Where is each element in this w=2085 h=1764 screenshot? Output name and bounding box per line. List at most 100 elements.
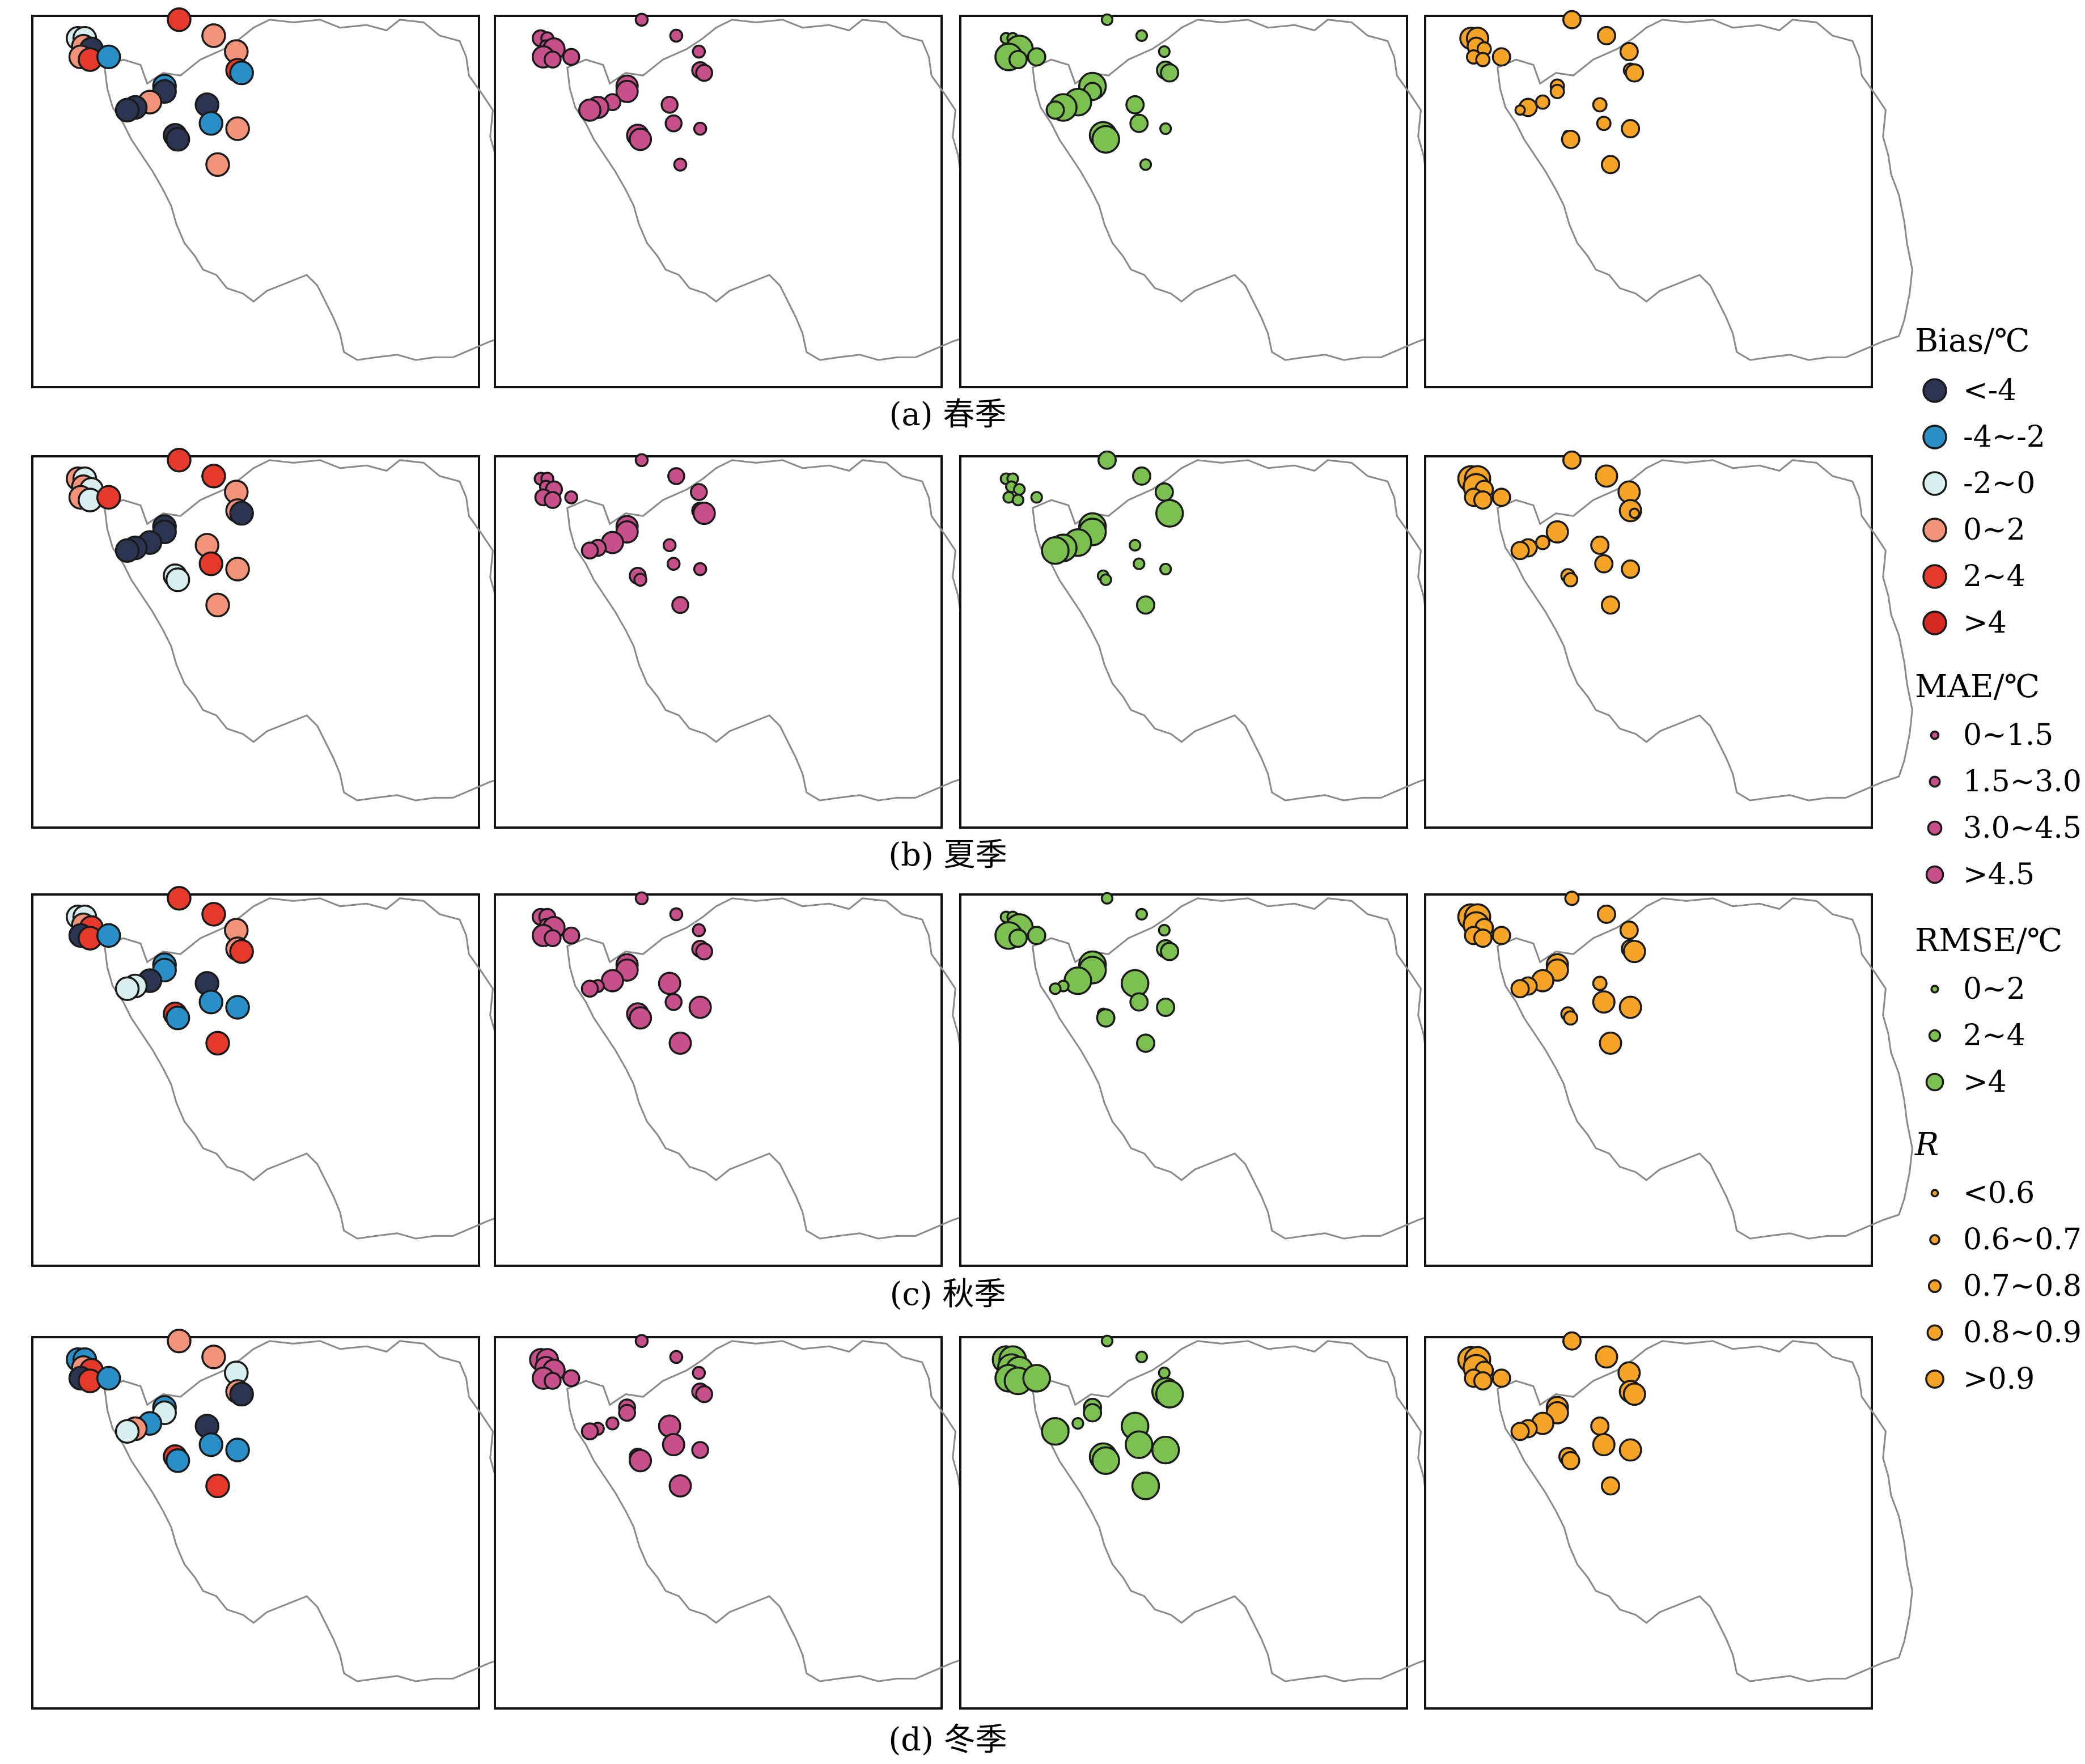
station-marker-mae xyxy=(662,538,677,553)
panel-frame xyxy=(1424,1336,1873,1710)
legend-swatch xyxy=(1922,425,1947,450)
station-marker-rmse xyxy=(1135,595,1155,615)
station-marker-rmse xyxy=(1135,1350,1149,1364)
station-marker-r xyxy=(1473,928,1493,948)
station-marker-mae xyxy=(673,158,688,172)
station-marker-r xyxy=(1594,554,1614,574)
station-marker-mae xyxy=(669,1350,684,1364)
station-marker-r xyxy=(1599,1031,1622,1055)
station-marker-r xyxy=(1590,1416,1610,1436)
station-marker-rmse xyxy=(1011,493,1024,507)
station-marker-mae xyxy=(634,1334,649,1349)
station-marker-r xyxy=(1510,541,1530,561)
legend-swatch xyxy=(1930,730,1940,740)
station-marker-mae xyxy=(669,28,684,43)
legend-title: RMSE/℃ xyxy=(1915,922,2062,959)
legend-swatch xyxy=(1927,820,1943,836)
station-marker-rmse xyxy=(1008,928,1028,948)
station-marker-r xyxy=(1592,1433,1616,1457)
station-marker-rmse xyxy=(1027,47,1046,67)
legend-label: 2~4 xyxy=(1963,559,2025,593)
station-marker-r xyxy=(1563,1010,1579,1026)
station-marker-rmse xyxy=(1099,573,1112,586)
station-marker-r xyxy=(1562,1331,1582,1351)
map-panel-2-mae xyxy=(494,891,983,1267)
station-marker-r xyxy=(1590,535,1610,555)
station-marker-bias xyxy=(115,97,140,122)
map-panel-2-r xyxy=(1424,891,1913,1267)
station-marker-rmse xyxy=(1013,483,1026,496)
station-marker-rmse xyxy=(1045,100,1065,120)
station-marker-rmse xyxy=(1155,1380,1184,1409)
station-marker-bias xyxy=(167,1329,192,1354)
station-marker-bias xyxy=(198,111,224,136)
station-marker-rmse xyxy=(1159,562,1172,576)
station-marker-rmse xyxy=(1129,538,1142,552)
station-marker-rmse xyxy=(1154,482,1174,502)
station-marker-bias xyxy=(205,152,230,177)
station-marker-r xyxy=(1600,155,1620,175)
station-marker-mae xyxy=(691,1441,709,1459)
legend: Bias/℃ <-4 -4~-2 -2~0 0~2 2~4 >4 MAE/℃ 0~1.5 1.5~… xyxy=(1914,323,2082,1396)
station-marker-mae xyxy=(692,1366,706,1380)
station-marker-bias xyxy=(229,939,254,964)
legend-label: 0~2 xyxy=(1963,513,2025,547)
station-marker-rmse xyxy=(1008,50,1028,70)
station-marker-rmse xyxy=(1129,113,1149,133)
station-marker-mae xyxy=(692,923,706,938)
station-marker-rmse xyxy=(1100,1334,1114,1347)
station-marker-r xyxy=(1595,1345,1618,1369)
station-marker-mae xyxy=(634,12,649,27)
station-marker-r xyxy=(1619,921,1639,940)
station-marker-r xyxy=(1562,10,1582,29)
map-panel-2-rmse xyxy=(959,892,1448,1267)
station-marker-rmse xyxy=(1135,908,1149,921)
station-marker-rmse xyxy=(1160,63,1180,83)
legend-label: >0.9 xyxy=(1963,1362,2035,1396)
station-marker-mae xyxy=(578,98,602,122)
station-marker-bias xyxy=(201,902,226,927)
station-marker-mae xyxy=(693,562,707,576)
map-panel-1-bias xyxy=(31,448,520,829)
caption-2: (c) 秋季 xyxy=(890,1276,1006,1313)
station-marker-bias xyxy=(165,1006,190,1031)
station-marker-r xyxy=(1491,487,1511,507)
panel-frame xyxy=(1424,893,1873,1267)
station-marker-rmse xyxy=(1132,466,1151,486)
station-marker-mae xyxy=(562,48,580,66)
station-marker-rmse xyxy=(1121,969,1150,998)
legend-label: >4 xyxy=(1963,606,2007,640)
map-panel-3-rmse xyxy=(959,1334,1448,1710)
station-marker-r xyxy=(1596,904,1616,924)
station-marker-rmse xyxy=(1096,1008,1116,1028)
panel-frame xyxy=(494,15,943,388)
legend-label: 2~4 xyxy=(1963,1019,2025,1053)
station-marker-r xyxy=(1561,129,1580,149)
station-marker-r xyxy=(1473,490,1493,510)
station-marker-mae xyxy=(668,1031,692,1055)
station-marker-r xyxy=(1473,1371,1493,1391)
station-marker-r xyxy=(1592,97,1608,113)
panel-frame xyxy=(31,893,480,1267)
station-marker-mae xyxy=(618,1403,637,1422)
station-marker-mae xyxy=(692,502,716,525)
station-marker-bias xyxy=(165,127,190,152)
legend-label: 3.0~4.5 xyxy=(1963,811,2082,845)
station-marker-bias xyxy=(225,1438,250,1462)
station-marker-bias xyxy=(201,1345,226,1369)
legend-swatch xyxy=(1922,564,1947,589)
station-marker-rmse xyxy=(1139,158,1152,171)
legend-label: -4~-2 xyxy=(1963,420,2045,454)
station-marker-rmse xyxy=(1125,95,1145,115)
station-marker-r xyxy=(1510,1422,1530,1441)
station-marker-r xyxy=(1621,559,1641,579)
station-marker-mae xyxy=(600,969,624,993)
station-marker-mae xyxy=(658,972,681,995)
station-marker-mae xyxy=(629,128,652,151)
station-marker-mae xyxy=(695,63,714,82)
station-marker-bias xyxy=(229,501,254,526)
legend-swatch xyxy=(1929,1234,1940,1245)
station-marker-bias xyxy=(115,976,140,1001)
station-marker-mae xyxy=(629,1449,652,1473)
station-marker-mae xyxy=(580,979,599,998)
